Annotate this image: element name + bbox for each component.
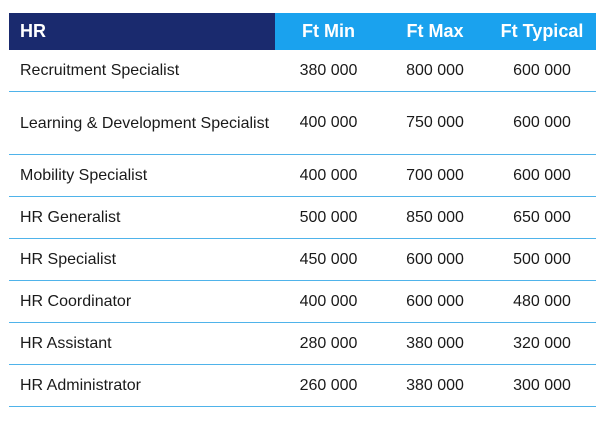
header-role: HR bbox=[9, 13, 275, 50]
typical-cell: 320 000 bbox=[488, 322, 596, 365]
table-header: HR Ft Min Ft Max Ft Typical bbox=[9, 13, 596, 50]
table-row: HR Specialist 450 000 600 000 500 000 bbox=[9, 238, 596, 281]
max-cell: 600 000 bbox=[382, 238, 488, 281]
min-cell: 280 000 bbox=[275, 322, 382, 365]
role-cell: HR Assistant bbox=[9, 322, 275, 365]
role-cell: Recruitment Specialist bbox=[9, 50, 275, 92]
typical-cell: 600 000 bbox=[488, 154, 596, 197]
table-body: Recruitment Specialist 380 000 800 000 6… bbox=[9, 50, 596, 407]
role-cell: HR Generalist bbox=[9, 196, 275, 239]
typical-cell: 500 000 bbox=[488, 238, 596, 281]
role-cell: Mobility Specialist bbox=[9, 154, 275, 197]
table-row: HR Generalist 500 000 850 000 650 000 bbox=[9, 196, 596, 239]
header-row: HR Ft Min Ft Max Ft Typical bbox=[9, 13, 596, 50]
max-cell: 800 000 bbox=[382, 50, 488, 92]
role-cell: HR Administrator bbox=[9, 364, 275, 407]
table-row: HR Administrator 260 000 380 000 300 000 bbox=[9, 364, 596, 407]
role-cell: HR Specialist bbox=[9, 238, 275, 281]
max-cell: 380 000 bbox=[382, 322, 488, 365]
role-cell: HR Coordinator bbox=[9, 280, 275, 323]
min-cell: 400 000 bbox=[275, 91, 382, 155]
max-cell: 850 000 bbox=[382, 196, 488, 239]
header-typical: Ft Typical bbox=[488, 13, 596, 50]
typical-cell: 480 000 bbox=[488, 280, 596, 323]
typical-cell: 600 000 bbox=[488, 50, 596, 92]
table-row: HR Assistant 280 000 380 000 320 000 bbox=[9, 322, 596, 365]
min-cell: 400 000 bbox=[275, 154, 382, 197]
max-cell: 600 000 bbox=[382, 280, 488, 323]
typical-cell: 600 000 bbox=[488, 91, 596, 155]
max-cell: 750 000 bbox=[382, 91, 488, 155]
table-row: Mobility Specialist 400 000 700 000 600 … bbox=[9, 154, 596, 197]
typical-cell: 650 000 bbox=[488, 196, 596, 239]
header-max: Ft Max bbox=[382, 13, 488, 50]
header-min: Ft Min bbox=[275, 13, 382, 50]
min-cell: 450 000 bbox=[275, 238, 382, 281]
typical-cell: 300 000 bbox=[488, 364, 596, 407]
salary-table: HR Ft Min Ft Max Ft Typical Recruitment … bbox=[9, 13, 596, 407]
max-cell: 380 000 bbox=[382, 364, 488, 407]
max-cell: 700 000 bbox=[382, 154, 488, 197]
table-row: Recruitment Specialist 380 000 800 000 6… bbox=[9, 50, 596, 92]
min-cell: 260 000 bbox=[275, 364, 382, 407]
min-cell: 500 000 bbox=[275, 196, 382, 239]
table-row: HR Coordinator 400 000 600 000 480 000 bbox=[9, 280, 596, 323]
min-cell: 380 000 bbox=[275, 50, 382, 92]
role-cell: Learning & Development Specialist bbox=[9, 91, 275, 155]
table-row: Learning & Development Specialist 400 00… bbox=[9, 91, 596, 155]
min-cell: 400 000 bbox=[275, 280, 382, 323]
